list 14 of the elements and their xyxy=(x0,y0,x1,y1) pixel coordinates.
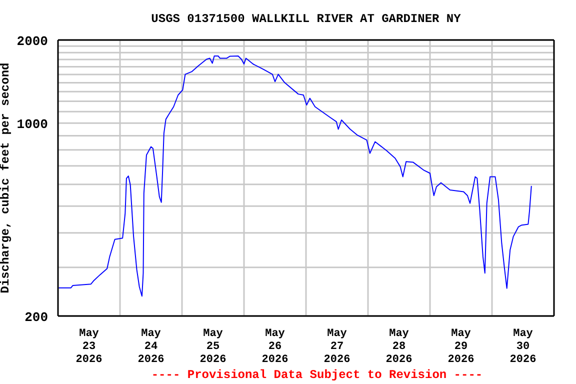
x-tick-label: May 25 2026 xyxy=(200,328,226,366)
x-tick-label: May 26 2026 xyxy=(262,328,288,366)
y-tick-label: 1000 xyxy=(16,117,48,132)
x-tick-label: May 27 2026 xyxy=(324,328,350,366)
x-tick-label: May 23 2026 xyxy=(76,328,102,366)
line-series xyxy=(58,56,532,297)
chart-title: USGS 01371500 WALLKILL RIVER AT GARDINER NY xyxy=(150,12,462,26)
x-tick-label: May 29 2026 xyxy=(448,328,474,366)
text: ---- Provisional Data Subject to Revision ---- xyxy=(150,368,484,382)
y-tick-label: 200 xyxy=(24,310,48,325)
x-tick-label: May 24 2026 xyxy=(138,328,164,366)
x-tick-label: May 30 2026 xyxy=(510,328,536,366)
x-tick-label: May 28 2026 xyxy=(386,328,412,366)
y-tick-label: 2000 xyxy=(16,34,48,49)
